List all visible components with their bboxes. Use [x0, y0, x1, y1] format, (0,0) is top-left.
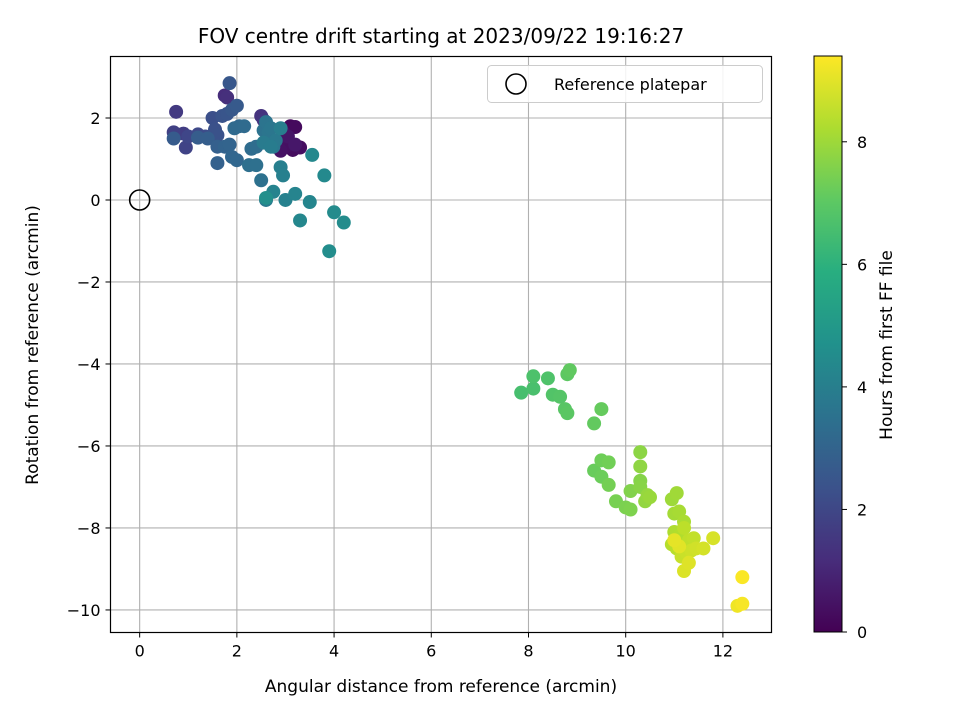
colorbar-tick-label: 2 [857, 500, 867, 519]
data-point [526, 381, 541, 396]
chart-title: FOV centre drift starting at 2023/09/22 … [198, 24, 684, 48]
data-point [540, 371, 555, 386]
data-point [562, 363, 577, 378]
plot-frame [109, 55, 773, 634]
data-point [263, 139, 278, 154]
data-point [200, 131, 215, 146]
data-point [706, 531, 721, 546]
data-point [288, 120, 303, 135]
y-tick-label: −6 [77, 437, 101, 456]
grid [110, 56, 772, 633]
x-axis-ticks: 0 2 4 6 8 10 12 [135, 632, 733, 661]
legend: Reference platepar [487, 65, 763, 103]
x-tick-label: 0 [135, 642, 145, 661]
colorbar-tick-label: 4 [857, 378, 867, 397]
data-point [642, 490, 657, 505]
data-point [336, 215, 351, 230]
data-point [293, 213, 308, 228]
data-point [322, 244, 337, 259]
data-point [229, 98, 244, 113]
data-point [263, 121, 278, 136]
y-tick-label: 0 [90, 191, 100, 210]
colorbar-ticks: 0 2 4 6 8 [842, 133, 867, 642]
data-point [273, 121, 288, 136]
data-point [526, 369, 541, 384]
y-tick-label: 2 [90, 109, 100, 128]
data-point [169, 104, 184, 119]
legend-box [487, 65, 763, 103]
data-point [288, 186, 303, 201]
data-point [677, 520, 692, 535]
data-point [514, 385, 529, 400]
x-tick-label: 2 [232, 642, 242, 661]
x-tick-label: 10 [616, 642, 636, 661]
y-axis-label: Rotation from reference (arcmin) [23, 205, 43, 485]
data-point [633, 459, 648, 474]
data-point [166, 131, 181, 146]
colorbar-label: Hours from first FF file [877, 250, 897, 440]
data-point [735, 596, 750, 611]
data-point [601, 477, 616, 492]
colorbar-tick-label: 8 [857, 133, 867, 152]
x-axis-label: Angular distance from reference (arcmin) [265, 677, 617, 697]
data-point [735, 570, 750, 585]
x-tick-label: 12 [713, 642, 733, 661]
data-point [276, 168, 291, 183]
data-point [302, 195, 317, 210]
data-point [178, 140, 193, 155]
y-tick-label: −2 [77, 273, 101, 292]
x-tick-label: 8 [523, 642, 533, 661]
data-point [681, 555, 696, 570]
data-point [229, 153, 244, 168]
data-point [222, 137, 237, 152]
data-point [327, 205, 342, 220]
data-point [305, 147, 320, 162]
data-point [594, 402, 609, 417]
data-point [669, 486, 684, 501]
data-point [633, 445, 648, 460]
data-point [210, 156, 225, 171]
data-point [249, 158, 264, 173]
data-point [222, 76, 237, 91]
y-tick-label: −8 [77, 519, 101, 538]
data-point [553, 389, 568, 404]
data-point [623, 502, 638, 517]
data-point [237, 119, 252, 134]
data-point [288, 137, 303, 152]
data-points [166, 76, 750, 613]
y-axis-ticks: 2 0 −2 −4 −6 −8 −10 [67, 109, 111, 620]
data-point [259, 190, 274, 205]
reference-platepar-marker [128, 189, 151, 211]
data-point [601, 455, 616, 470]
colorbar-tick-label: 6 [857, 255, 867, 274]
data-point [587, 416, 602, 431]
data-point [560, 406, 575, 421]
data-point [254, 173, 269, 188]
data-point [220, 90, 235, 105]
data-point [696, 541, 711, 556]
y-tick-label: −10 [67, 601, 101, 620]
x-tick-label: 6 [426, 642, 436, 661]
colorbar: 0 2 4 6 8 Hours from first FF file [813, 55, 897, 642]
reference-marker-layer [128, 189, 151, 211]
colorbar-gradient [813, 55, 843, 633]
legend-label: Reference platepar [554, 75, 707, 94]
colorbar-tick-label: 0 [857, 623, 867, 642]
y-tick-label: −4 [77, 355, 101, 374]
data-point [317, 168, 332, 183]
legend-marker-circle [505, 73, 527, 95]
x-tick-label: 4 [329, 642, 339, 661]
data-point [667, 533, 682, 548]
